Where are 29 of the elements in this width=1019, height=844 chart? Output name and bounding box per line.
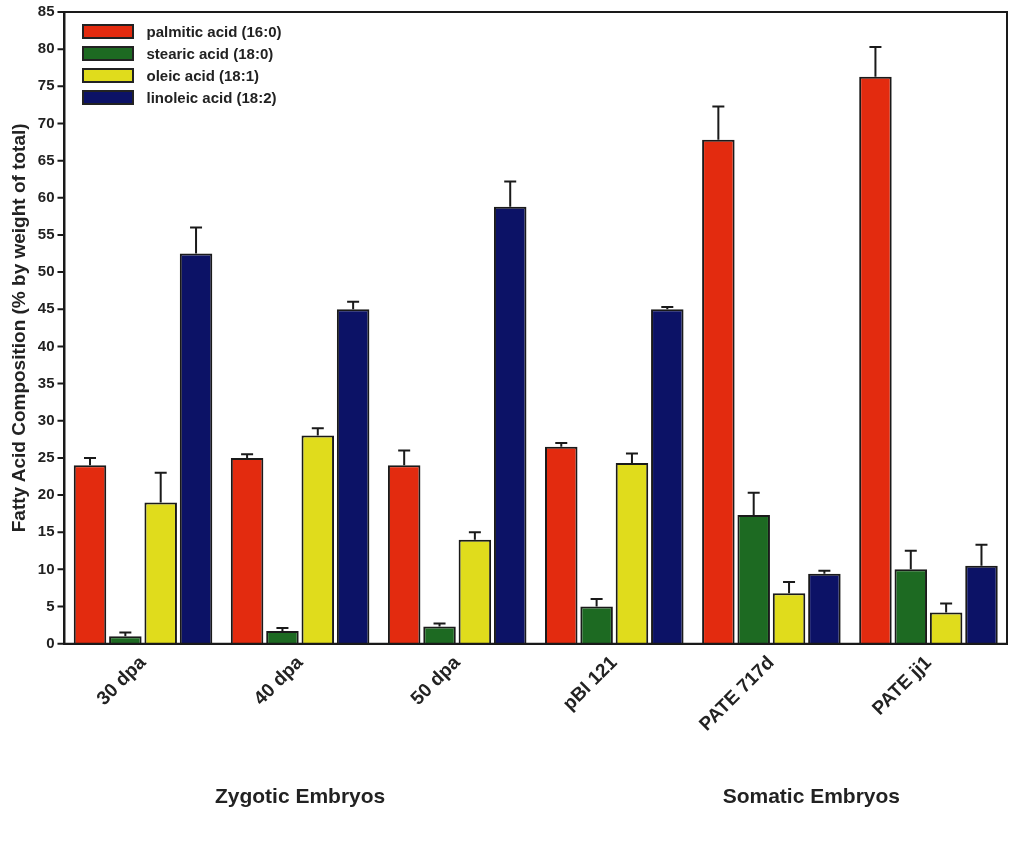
y-tick-label: 25 (37, 448, 55, 466)
y-tick-label: 55 (37, 225, 55, 243)
legend-label: stearic acid (18:0) (146, 44, 274, 62)
y-tick-label: 70 (37, 113, 55, 131)
y-tick-label: 60 (37, 187, 55, 205)
x-tick-label: 30 dpa (92, 651, 150, 709)
y-tick-label: 5 (46, 596, 55, 614)
y-tick-label: 65 (37, 150, 55, 168)
y-tick-label: 15 (37, 522, 55, 540)
x-tick-label: 40 dpa (249, 651, 307, 709)
y-tick-label: 85 (37, 2, 55, 20)
y-tick-label: 35 (37, 373, 55, 391)
y-tick-label: 45 (37, 299, 55, 317)
y-tick-label: 30 (37, 410, 55, 428)
y-tick-label: 75 (37, 76, 55, 94)
text: Zygotic Embryos (214, 783, 386, 808)
legend-label: linoleic acid (18:2) (146, 88, 277, 106)
y-tick-label: 80 (37, 39, 55, 57)
y-tick-label: 50 (37, 262, 55, 280)
legend-label: oleic acid (18:1) (146, 66, 260, 84)
y-tick-label: 0 (46, 633, 55, 651)
y-axis-title: Fatty Acid Composition (% by weight of total) (7, 123, 29, 533)
y-tick-label: 40 (37, 336, 55, 354)
y-tick-label: 20 (37, 485, 55, 503)
x-tick-label: 50 dpa (406, 651, 465, 709)
y-tick-label: 10 (37, 559, 55, 577)
text: Somatic Embryos (722, 783, 901, 808)
legend-label: palmitic acid (16:0) (146, 22, 282, 40)
x-tick-label: pBI 121 (558, 651, 622, 715)
